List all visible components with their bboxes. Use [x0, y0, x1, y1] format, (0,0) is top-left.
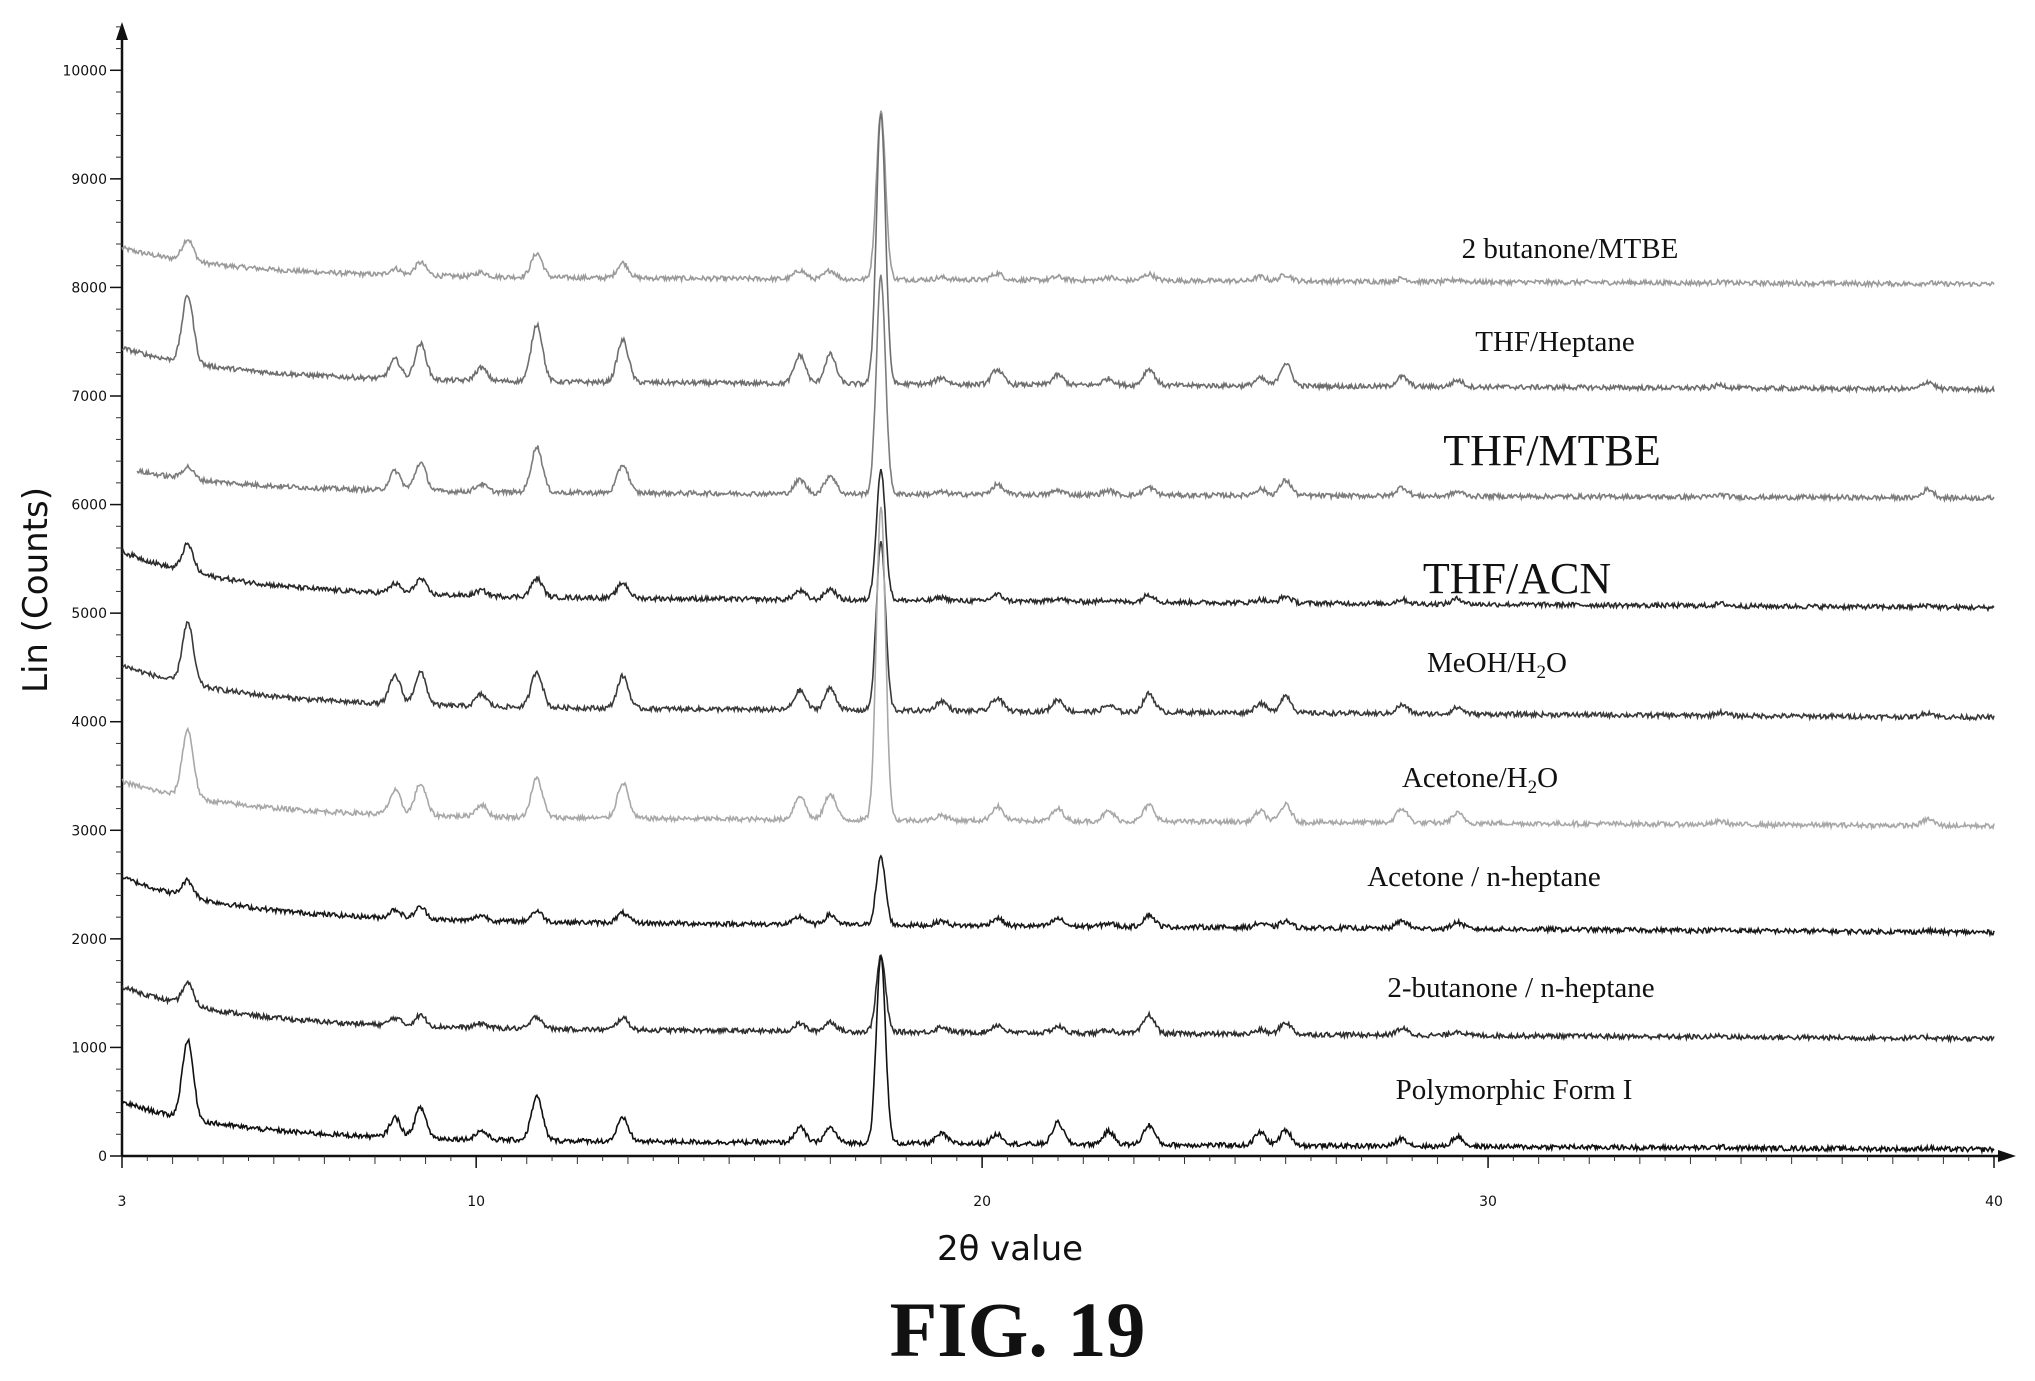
y-tick-label: 10000: [62, 63, 107, 79]
series-label-2: THF/Heptane: [1475, 326, 1634, 358]
series-label-3: THF/MTBE: [1443, 426, 1661, 475]
series-label-8: 2-butanone / n-heptane: [1387, 972, 1654, 1004]
series-label-7: Acetone / n-heptane: [1367, 861, 1601, 893]
y-tick-label: 5000: [71, 606, 107, 622]
series-trace-2: [121, 113, 1995, 395]
series-labels: 2 butanone/MTBE THF/Heptane THF/MTBE THF/AC…: [1367, 233, 1678, 1106]
plot-area: 0 1000 2000 3000 4000 5000 6000 7000 8000 9000 100…: [62, 22, 2016, 1210]
y-tick-label: 1000: [71, 1040, 107, 1056]
y-tick-label: 6000: [71, 498, 107, 514]
x-axis-title: 2θ value: [937, 1229, 1083, 1269]
series-trace-4: [121, 468, 1995, 613]
x-axis-ticks: 3 10 20 30 40: [118, 1156, 2003, 1210]
y-tick-label: 2000: [71, 932, 107, 948]
y-tick-label: 9000: [71, 172, 107, 188]
x-tick-label: 20: [973, 1194, 991, 1210]
series-trace-6: [121, 506, 1995, 831]
axis-minor-ticks: [116, 26, 1995, 1164]
series-traces: [121, 110, 1995, 1155]
series-trace-1: [121, 110, 1995, 289]
series-trace-7: [121, 854, 1995, 938]
series-label-6: Acetone/H2O: [1402, 762, 1558, 798]
y-axis-arrow: [116, 22, 128, 40]
y-tick-label: 0: [98, 1149, 107, 1165]
series-trace-9: [121, 954, 1995, 1155]
y-axis-ticks: 0 1000 2000 3000 4000 5000 6000 7000 8000 9000 100…: [62, 63, 122, 1165]
x-axis-arrow: [1998, 1150, 2016, 1162]
y-axis-title: Lin (Counts): [16, 487, 56, 693]
series-label-5: MeOH/H2O: [1427, 647, 1567, 683]
series-trace-3: [136, 274, 1995, 504]
x-tick-label: 40: [1985, 1194, 2003, 1210]
x-tick-label: 10: [467, 1194, 485, 1210]
series-label-4: THF/ACN: [1423, 554, 1611, 603]
x-tick-label: 3: [118, 1194, 127, 1210]
y-tick-label: 7000: [71, 389, 107, 405]
series-label-1: 2 butanone/MTBE: [1462, 233, 1679, 265]
series-label-9: Polymorphic Form I: [1396, 1074, 1633, 1106]
x-tick-label: 30: [1479, 1194, 1497, 1210]
y-tick-label: 4000: [71, 715, 107, 731]
series-trace-5: [121, 541, 1995, 723]
y-tick-label: 8000: [71, 280, 107, 296]
y-tick-label: 3000: [71, 823, 107, 839]
figure-caption: FIG. 19: [889, 1286, 1146, 1373]
series-trace-8: [121, 953, 1995, 1044]
